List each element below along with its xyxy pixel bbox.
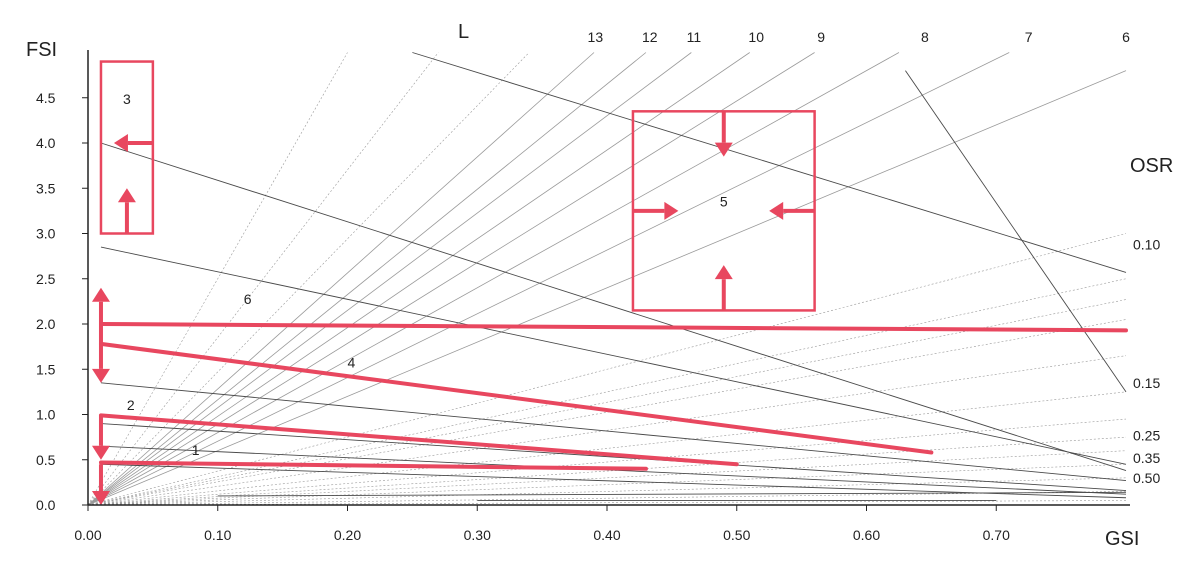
y-tick-label: 1.5	[36, 361, 56, 377]
arrow-head	[91, 445, 110, 460]
l-line-extra	[87, 500, 1127, 506]
reference-line	[412, 52, 1127, 273]
l-line-label: 10	[748, 29, 764, 45]
osr-line-label: 0.15	[1133, 375, 1160, 391]
y-tick-label: 1.0	[36, 407, 56, 423]
x-tick-label: 0.00	[74, 527, 101, 543]
highlight-label: 2	[127, 397, 135, 413]
x-tick-labels: 0.00 0.10 0.20 0.30 0.40 0.50 0.60 0.70	[74, 505, 1010, 543]
l-line-8	[87, 52, 900, 506]
x-tick-label: 0.60	[853, 527, 880, 543]
osr-line-label: 0.35	[1133, 450, 1160, 466]
x-tick-label: 0.10	[204, 527, 231, 543]
l-line-extra	[87, 477, 1127, 506]
highlight-line-6	[98, 322, 1128, 333]
osr-lines	[100, 142, 1127, 499]
l-line-6	[87, 70, 1127, 506]
x-tick-label: 0.40	[593, 527, 620, 543]
l-label: L	[458, 21, 469, 43]
l-line-extra	[87, 278, 1127, 506]
l-line-extra	[87, 450, 1127, 506]
osr-line	[100, 142, 1127, 472]
x-tick-label: 0.50	[723, 527, 750, 543]
y-tick-label: 4.0	[36, 135, 56, 151]
arrow-head	[91, 368, 110, 383]
y-tick-label: 0.0	[36, 497, 56, 513]
l-line-extra	[87, 52, 348, 506]
y-tick-label: 2.5	[36, 271, 56, 287]
l-line-label: 13	[588, 29, 604, 45]
l-line-9	[87, 52, 815, 506]
l-line-label: 12	[642, 29, 658, 45]
l-line-13	[87, 52, 595, 506]
arrow-head	[113, 134, 128, 152]
box-label: 5	[720, 193, 728, 209]
highlight-line-2	[98, 413, 739, 467]
l-line-label: 9	[817, 29, 825, 45]
highlight-lines	[98, 322, 1128, 471]
arrow-head	[91, 491, 110, 505]
l-line-extra	[87, 418, 1127, 506]
l-line-10	[87, 52, 750, 506]
arrow-head	[714, 265, 733, 280]
y-tick-label: 3.5	[36, 180, 56, 196]
osr-line-label: 0.25	[1133, 427, 1160, 443]
highlight-label: 1	[192, 442, 200, 458]
l-line-label: 6	[1122, 29, 1130, 45]
y-tick-label: 0.5	[36, 452, 56, 468]
x-axis-title: GSI	[1105, 528, 1139, 550]
l-line-label: 8	[921, 29, 929, 45]
other-lines	[217, 52, 1127, 501]
l-line-extra	[87, 491, 1127, 506]
reference-line	[217, 491, 1127, 497]
l-line-7	[87, 52, 1010, 506]
l-line-extra	[87, 436, 1127, 506]
osr-line-label: 0.50	[1133, 470, 1160, 486]
axes	[87, 50, 1130, 506]
arrow-head	[769, 201, 784, 220]
highlight-boxes	[99, 60, 816, 312]
y-tick-label: 2.0	[36, 316, 56, 332]
osr-line	[100, 463, 1127, 499]
y-tick-label: 4.5	[36, 90, 56, 106]
y-tick-label: 3.0	[36, 226, 56, 242]
osr-line-label: 0.10	[1133, 236, 1160, 252]
arrow-head	[714, 142, 733, 157]
l-line-extra	[87, 233, 1127, 506]
highlight-label: 4	[348, 354, 356, 370]
highlight-line-4	[98, 341, 934, 455]
l-line-12	[87, 52, 647, 506]
highlight-line-1	[98, 460, 648, 471]
y-axis-title: FSI	[26, 39, 57, 61]
y-tick-labels: 0.0 0.5 1.0 1.5 2.0 2.5 3.0 3.5 4.0 4.5	[36, 90, 88, 513]
l-line-extra	[87, 52, 530, 506]
osr-line	[100, 246, 1127, 465]
arrow-head	[664, 201, 679, 220]
l-line-extra	[87, 52, 439, 506]
l-line-label: 7	[1025, 29, 1033, 45]
l-line-label: 11	[687, 29, 702, 45]
highlight-label: 6	[244, 291, 252, 307]
osr-line	[100, 382, 1127, 482]
x-tick-label: 0.30	[464, 527, 491, 543]
reference-line	[905, 70, 1127, 393]
arrows	[91, 111, 815, 505]
osr-label: OSR	[1130, 155, 1173, 177]
box-label: 3	[123, 91, 131, 107]
arrow-head	[117, 188, 136, 203]
l-line-extra	[87, 463, 1127, 506]
x-tick-label: 0.20	[334, 527, 361, 543]
l-fan-lines	[87, 52, 1127, 506]
l-line-extra	[87, 299, 1127, 506]
arrow-head	[91, 287, 110, 302]
osr-line	[100, 423, 1127, 491]
l-line-extra	[87, 319, 1127, 506]
l-line-extra	[87, 355, 1127, 506]
x-tick-label: 0.70	[983, 527, 1010, 543]
